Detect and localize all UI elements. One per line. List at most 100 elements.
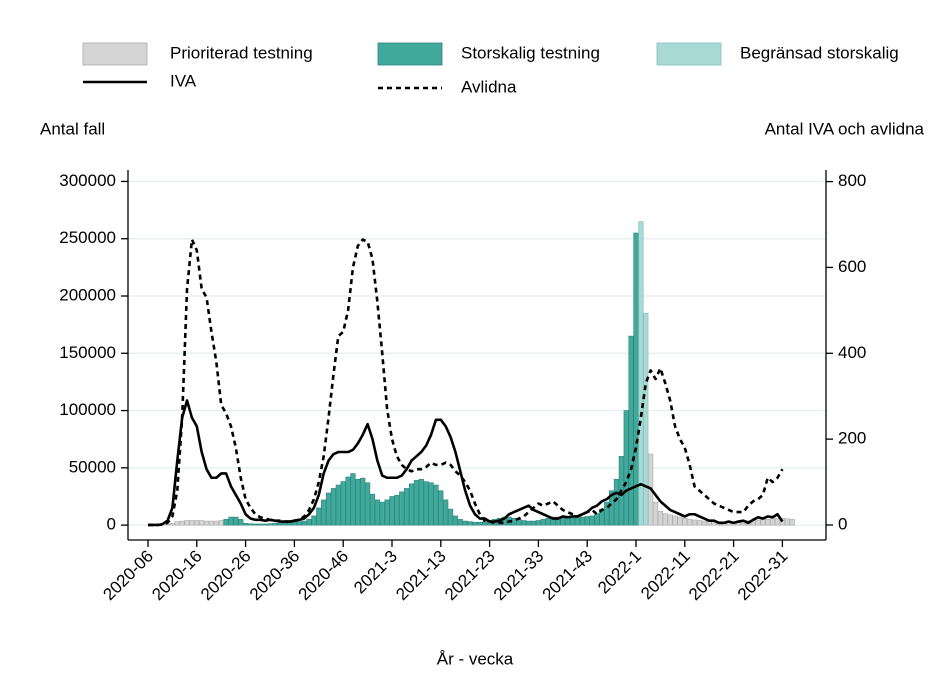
line <box>148 238 784 527</box>
bar <box>623 410 629 526</box>
y2-tick-label: 600 <box>838 257 866 276</box>
legend-label: Begränsad storskalig <box>740 43 899 62</box>
bar <box>443 499 449 526</box>
bar <box>667 514 673 526</box>
bar <box>701 520 707 526</box>
bar <box>277 523 283 526</box>
y-tick-label: 150000 <box>59 343 116 362</box>
y2-tick-label: 400 <box>838 343 866 362</box>
bar <box>389 496 395 526</box>
bar <box>306 519 312 526</box>
bar <box>291 521 298 526</box>
bar <box>438 490 444 526</box>
bar <box>286 522 293 526</box>
bar <box>404 488 410 526</box>
bar <box>345 476 351 526</box>
x-tick-label: 2021-13 <box>392 547 450 605</box>
bar <box>257 523 263 526</box>
x-tick-label: 2022-31 <box>734 547 792 605</box>
bar <box>526 520 532 526</box>
bar <box>184 520 190 526</box>
bar <box>208 520 215 526</box>
bar <box>662 513 668 526</box>
bar <box>565 517 571 526</box>
bar <box>638 221 644 526</box>
bar <box>584 516 590 526</box>
bar <box>350 473 356 526</box>
bar <box>194 520 200 526</box>
bar <box>335 484 341 526</box>
bar <box>399 491 405 526</box>
bar <box>633 232 639 526</box>
bar <box>311 515 317 526</box>
bar <box>330 488 337 526</box>
x-tick-label: 2021-23 <box>441 547 499 605</box>
y-tick-label: 0 <box>107 515 116 534</box>
x-tick-label: 2022-21 <box>685 547 743 605</box>
bar <box>652 501 659 526</box>
y2-axis-label: Antal IVA och avlidna <box>765 119 925 138</box>
bar <box>760 519 766 526</box>
bar <box>477 521 483 526</box>
bar <box>418 478 424 526</box>
y-tick-label: 100000 <box>59 400 116 419</box>
bar <box>267 523 273 526</box>
bar <box>301 520 307 526</box>
legend-label: Avlidna <box>461 77 517 96</box>
bar <box>413 480 420 526</box>
bar <box>321 499 327 526</box>
y2-tick-label: 800 <box>838 171 866 190</box>
bar <box>384 499 390 526</box>
y-tick-label: 50000 <box>69 457 116 476</box>
y-tick-label: 250000 <box>59 228 116 247</box>
bar <box>545 517 551 526</box>
bar <box>472 521 478 526</box>
bar <box>628 335 634 526</box>
bar <box>296 521 302 526</box>
x-tick-label: 2022-11 <box>637 547 694 604</box>
bar <box>164 524 171 526</box>
bar <box>755 519 761 526</box>
bar <box>247 523 254 526</box>
x-tick-label: 2020-26 <box>197 547 255 605</box>
x-tick-label: 2021-43 <box>539 547 597 605</box>
bar <box>179 520 185 526</box>
bar <box>238 519 244 526</box>
bar <box>433 484 439 526</box>
bar <box>706 521 712 526</box>
legend-swatch <box>82 42 148 66</box>
bar <box>408 483 415 526</box>
bar <box>530 520 537 526</box>
legend-swatch <box>377 42 443 66</box>
bar <box>360 477 366 526</box>
bar <box>691 519 698 526</box>
bar <box>560 517 566 526</box>
bar <box>243 523 249 526</box>
x-tick-label: 2020-16 <box>148 547 206 605</box>
bar <box>252 523 258 526</box>
legend-label: Prioriterad testning <box>170 43 313 62</box>
x-axis-label: År - vecka <box>437 649 514 668</box>
bar <box>457 519 463 526</box>
bar <box>394 495 400 526</box>
x-tick-label: 2021-33 <box>490 547 548 605</box>
bar <box>169 523 176 526</box>
bar <box>589 515 595 526</box>
bar <box>228 516 234 526</box>
legend-swatch <box>656 42 722 66</box>
legend-label: IVA <box>170 71 197 90</box>
bar <box>789 519 795 526</box>
bar <box>223 519 229 526</box>
bar <box>535 520 541 526</box>
bar <box>428 482 434 526</box>
bar <box>677 516 683 526</box>
bar <box>784 518 790 526</box>
bar <box>521 520 527 526</box>
y-axis-label: Antal fall <box>40 119 105 138</box>
bar <box>316 507 322 526</box>
bar <box>574 517 581 526</box>
line <box>148 399 784 527</box>
bar <box>262 523 268 526</box>
